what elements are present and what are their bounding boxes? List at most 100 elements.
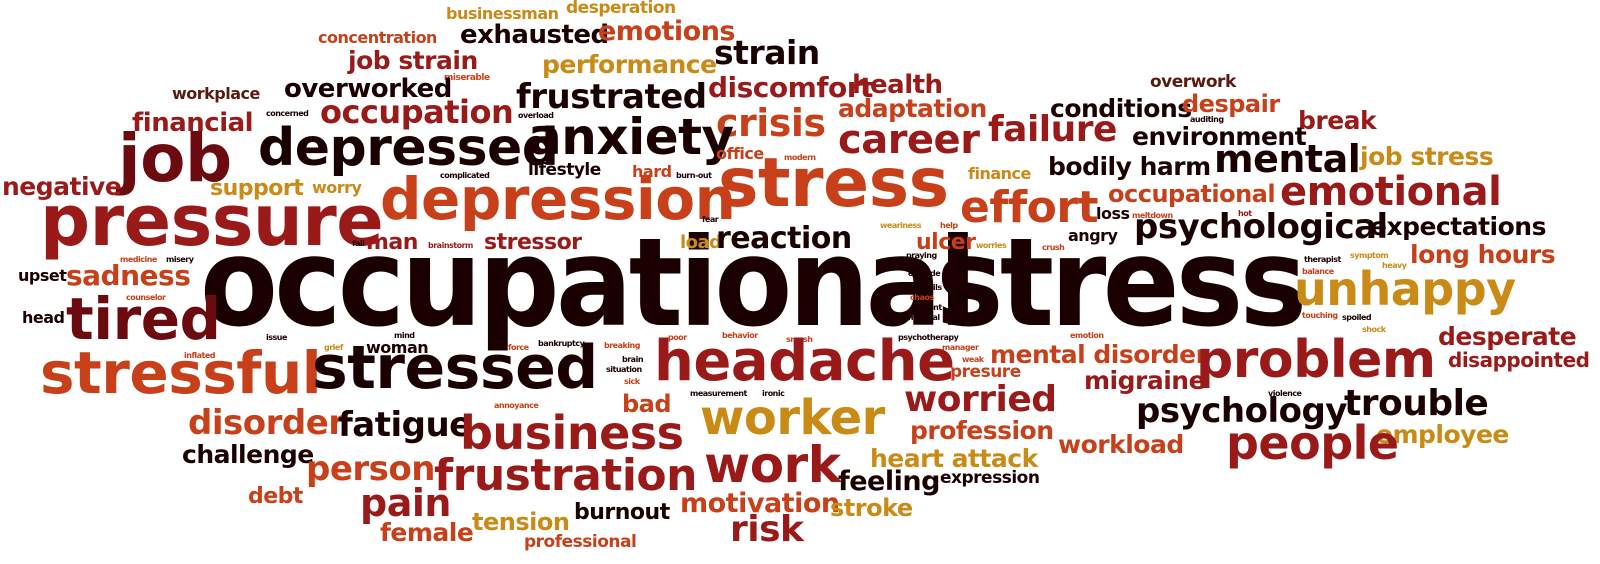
word-ulcer: ulcer [916,230,976,255]
word-auditing: auditing [1190,115,1224,124]
word-brain: brain [622,355,644,364]
word-failure: failure [988,109,1117,150]
word-psychological: psychological [1134,207,1388,247]
word-migraine: migraine [1084,366,1206,395]
word-desperate: desperate [1438,322,1577,351]
word-angry: angry [1068,226,1118,245]
word-sick: sick [624,377,640,386]
word-burnout: burnout [574,500,670,525]
word-stressful: stressful [40,339,322,407]
word-conditions: conditions [1050,94,1192,123]
word-trouble: trouble [1344,383,1489,424]
word-disorder: disorder [188,403,345,443]
word-manager: manager [942,343,979,352]
word-workload: workload [1058,430,1184,459]
word-job: job [118,120,232,197]
word-disappointed: disappointed [1448,348,1590,372]
word-loss: loss [1096,204,1130,223]
word-pressure: pressure [40,180,384,262]
word-finance: finance [968,164,1031,183]
word-overworked: overworked [284,74,452,104]
word-man: man [366,230,418,255]
word-bodily-harm: bodily harm [1048,152,1211,181]
word-crush: crush [1042,243,1065,252]
word-financial: financial [132,108,254,138]
word-health: health [852,70,943,100]
word-medicine: medicine [120,255,157,264]
word-complicated: complicated [440,171,490,180]
word-unhappy: unhappy [1294,262,1516,316]
word-debt: debt [248,484,303,509]
word-expression: expression [940,468,1040,488]
word-expectations: expectations [1370,212,1546,241]
word-praying: praying [906,251,937,260]
word-office: office [716,144,764,163]
word-adaptation: adaptation [838,94,987,123]
word-people: people [1226,416,1399,470]
word-poor: poor [668,333,687,342]
word-load: load [680,232,722,253]
word-motivation: motivation [680,488,840,519]
word-sadness: sadness [66,259,191,292]
word-business: business [460,406,684,460]
word-performance: performance [542,50,717,79]
word-psychology: psychology [1136,391,1347,431]
word-shock: shock [1362,325,1386,334]
word-mental: mental [1214,137,1361,181]
word-meltdown: meltdown [1132,211,1173,220]
word-lifestyle: lifestyle [528,160,601,180]
word-spoiled: spoiled [1342,313,1372,322]
word-behavior: behavior [722,331,758,340]
word-strain: strain [714,33,820,72]
word-grief: grief [324,343,343,352]
word-worries: worries [976,241,1007,250]
word-person: person [306,449,435,489]
word-profession: profession [910,416,1054,445]
word-hard: hard [632,162,672,181]
word-burn-out: burn-out [676,171,712,180]
word-emotion: emotion [1070,331,1104,340]
word-measurement: measurement [690,389,747,398]
word-therapist: therapist [1304,255,1341,264]
word-psychotherapy: psychotherapy [898,333,959,342]
word-counselor: counselor [126,293,166,302]
word-emotions: emotions [598,16,736,47]
word-worried: worried [904,379,1057,420]
word-work: work [704,436,841,494]
title-word-stress: stress [936,212,1307,354]
word-utensils: utensils [910,283,942,292]
word-stroke: stroke [830,494,913,522]
word-long-hours: long hours [1410,240,1556,269]
word-heart-attack: heart attack [870,444,1038,473]
word-force: force [508,343,529,352]
word-balance: balance [1302,267,1334,276]
word-feeling: feeling [838,466,940,497]
word-bad: bad [622,390,672,418]
word-support: support [210,176,304,201]
word-smash: smash [786,335,813,344]
word-chaos: chaos [910,293,934,302]
word-crisis: crisis [716,101,826,145]
word-effort: effort [960,182,1099,233]
word-emotional: emotional [1280,169,1502,215]
word-miserable: miserable [444,73,490,83]
word-concentration: concentration [318,28,437,47]
word-frustrated: frustrated [516,77,707,117]
word-job-strain: job strain [348,46,478,75]
word-woman: woman [366,338,429,357]
word-fail: fail [352,239,365,248]
word-reaction: reaction [716,221,852,256]
word-job-stress: job stress [1360,142,1494,171]
word-upset: upset [18,266,67,285]
word-tension: tension [472,508,570,536]
word-despair: despair [1182,90,1280,118]
word-desperation: desperation [566,0,676,18]
word-misery: misery [166,255,194,264]
word-touching: touching [1302,311,1338,320]
word-mind: mind [394,331,415,340]
word-tired: tired [66,285,221,353]
word-ironic: ironic [762,389,785,398]
word-break: break [1298,106,1377,135]
word-female: female [380,518,474,547]
